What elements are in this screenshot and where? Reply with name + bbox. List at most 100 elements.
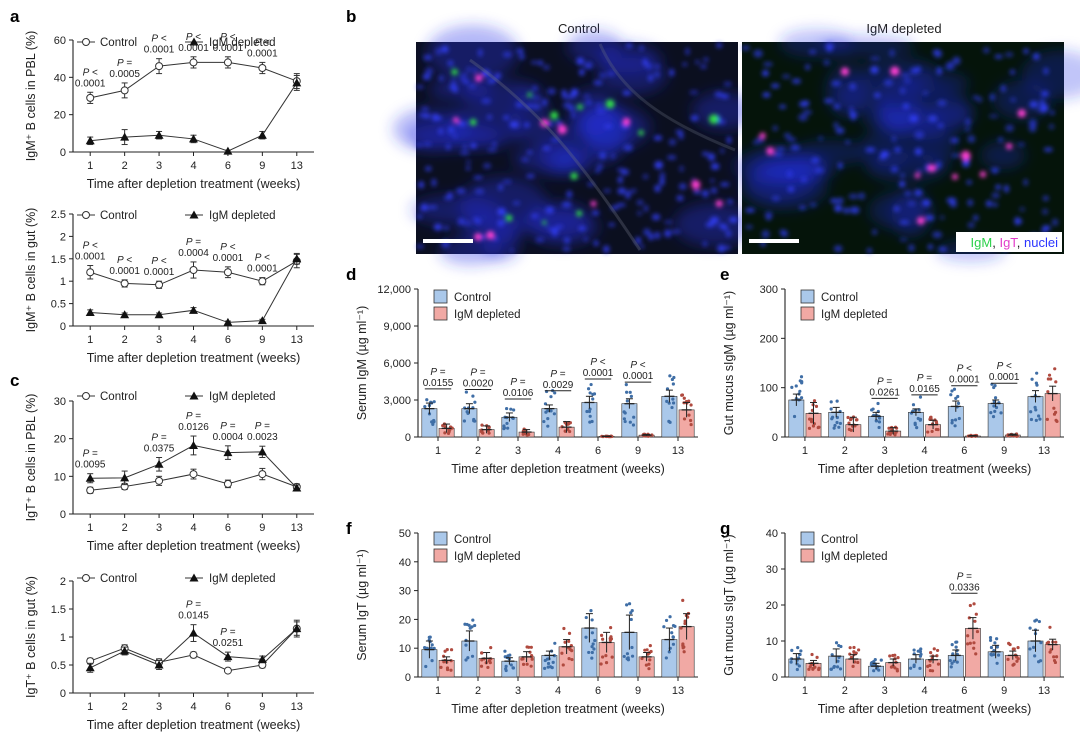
bar-dot	[952, 659, 956, 663]
bar-dot	[992, 400, 996, 404]
y-tick-label: 20	[766, 600, 778, 612]
data-point	[223, 268, 232, 277]
bar-dot	[972, 641, 976, 645]
bar-dot	[953, 424, 957, 428]
bar-dot	[992, 652, 996, 657]
bar-dot	[640, 656, 644, 661]
panel-label-g: g	[720, 519, 730, 538]
bar-dot	[966, 642, 970, 646]
bar-dot	[687, 399, 691, 403]
bar-dot	[688, 418, 693, 423]
legend: Control IgM depleted	[433, 289, 521, 321]
y-tick-label: 50	[399, 528, 411, 540]
bar-dot	[680, 393, 684, 397]
p-value-label: P =0.0155	[423, 367, 454, 390]
p-value-line: P <	[220, 242, 235, 253]
bar-dot	[877, 668, 881, 672]
series-igm-depleted	[85, 74, 302, 155]
y-tick-label: 20	[399, 614, 411, 626]
bar-dot	[479, 429, 484, 434]
legend-swatch-igm-depleted	[433, 548, 448, 563]
bar-dot	[546, 417, 550, 421]
data-point	[189, 266, 198, 274]
bar-dot	[1053, 367, 1057, 371]
bar-dot	[848, 652, 852, 656]
bar-dot	[591, 642, 595, 646]
bar-dot	[503, 649, 507, 653]
data-point	[155, 62, 164, 71]
p-value-line: P =	[877, 376, 892, 387]
bar-dot	[682, 396, 686, 400]
bar-dot	[511, 666, 516, 670]
bar-dot	[473, 400, 477, 404]
bar-dot	[542, 419, 546, 424]
data-point	[189, 470, 198, 479]
bar-dot	[525, 645, 529, 649]
bar-dot	[644, 663, 648, 667]
bar-dot	[504, 667, 508, 671]
bar-dot	[833, 423, 837, 428]
x-tick-label: 2	[475, 685, 481, 697]
stain-legend-nuclei: nuclei	[1024, 235, 1058, 250]
data-point	[154, 459, 164, 468]
p-value-label: P <0.0001	[949, 364, 980, 387]
legend-entry-control: Control	[100, 210, 137, 222]
bar-dot	[895, 667, 899, 671]
series-control	[788, 371, 1044, 438]
series-control	[86, 467, 301, 495]
p-value-line: 0.0005	[109, 69, 140, 80]
bar-dot	[799, 375, 804, 379]
bar-dot	[604, 661, 609, 665]
x-tick-label: 3	[156, 160, 162, 172]
x-tick-label: 9	[259, 334, 265, 346]
bar-dot	[928, 668, 932, 673]
bar-dot	[630, 645, 634, 650]
bar-dot	[465, 410, 469, 414]
legend-entry-igm-depleted: IgM depleted	[209, 37, 276, 49]
p-value-label: P <0.0001	[247, 253, 278, 275]
p-value-line: 0.0251	[213, 638, 244, 649]
p-value-line: P =	[917, 373, 932, 384]
bar-dot	[425, 398, 429, 402]
x-tick-label: 1	[435, 445, 441, 457]
panel-label-d: d	[346, 265, 356, 284]
bar-dot	[1033, 405, 1037, 410]
bar-dot	[589, 382, 593, 387]
bar-dot	[1012, 662, 1016, 666]
x-tick-label: 9	[1001, 445, 1007, 457]
data-point	[86, 486, 95, 495]
bar-dot	[629, 617, 633, 622]
bar-dot	[834, 641, 839, 645]
bar-dot	[445, 648, 449, 652]
y-tick-label: 20	[54, 110, 66, 122]
bar-dot	[505, 406, 509, 411]
y-tick-label: 100	[760, 383, 778, 395]
bar-dot	[590, 419, 594, 424]
bar-dot	[975, 629, 980, 634]
x-tick-label: 2	[842, 445, 848, 457]
bar-dot	[1046, 390, 1050, 394]
bar-dot	[591, 397, 595, 401]
bar-dot	[628, 390, 632, 394]
bar-dot	[521, 432, 525, 436]
bar-dot	[813, 665, 817, 669]
p-value-line: 0.0145	[178, 611, 209, 622]
bar-dot	[682, 645, 686, 649]
y-tick-label: 2	[60, 576, 66, 588]
y-axis-label: IgM⁺ B cells in gut (%)	[24, 208, 38, 333]
bar-dot	[1052, 406, 1056, 410]
bar-dot	[429, 646, 433, 650]
p-value-line: 0.0001	[989, 372, 1020, 383]
bar-dot	[830, 417, 834, 421]
y-tick-label: 2.5	[51, 209, 66, 221]
bar-dot	[869, 661, 874, 665]
bar-dot	[790, 648, 794, 652]
p-value-line: P =	[186, 237, 201, 248]
p-value-label: P <0.0001	[144, 34, 175, 56]
stain-legend-separator: ,	[1017, 235, 1024, 250]
series-control	[421, 602, 678, 678]
bar-dot	[471, 618, 475, 622]
bar-dot	[549, 395, 553, 399]
p-value-label: P =0.0336	[949, 571, 980, 594]
bar-dot	[877, 420, 882, 424]
